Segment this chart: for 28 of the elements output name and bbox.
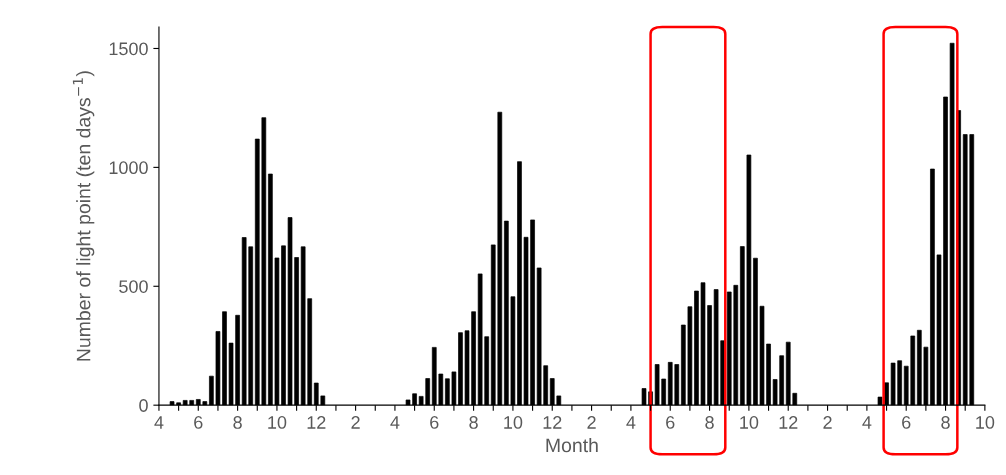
x-tick-label: 12 <box>543 416 562 429</box>
x-tick-label: 10 <box>268 416 287 429</box>
x-tick-label: 4 <box>626 416 636 429</box>
y-tick-label: 500 <box>119 280 148 293</box>
y-tick-label: 0 <box>139 399 148 412</box>
x-tick-label: 8 <box>469 416 478 429</box>
x-tick-label: 10 <box>740 416 759 429</box>
x-tick-label: 10 <box>976 416 995 429</box>
x-tick-label: 8 <box>233 416 242 429</box>
x-tick-label: 4 <box>390 416 400 429</box>
x-axis-title: Month <box>546 437 598 453</box>
x-tick-label: 6 <box>194 416 203 429</box>
x-tick-label: 6 <box>430 416 439 429</box>
x-tick-label: 2 <box>351 416 360 429</box>
x-tick-label: 4 <box>154 416 164 429</box>
x-tick-label: 12 <box>779 416 798 429</box>
x-tick-label: 4 <box>862 416 872 429</box>
y-axis-title: Number of light point (ten days$^{−1}$) <box>72 71 95 361</box>
x-tick-label: 12 <box>307 416 326 429</box>
x-tick-label: 6 <box>902 416 911 429</box>
x-tick-label: 2 <box>587 416 596 429</box>
y-tick-label: 1000 <box>109 161 148 175</box>
y-tick-label: 1500 <box>109 42 148 56</box>
x-tick-label: 8 <box>941 416 950 429</box>
x-tick-label: 2 <box>823 416 832 429</box>
x-tick-label: 8 <box>705 416 714 429</box>
x-tick-label: 6 <box>666 416 675 429</box>
x-tick-label: 10 <box>504 416 523 429</box>
